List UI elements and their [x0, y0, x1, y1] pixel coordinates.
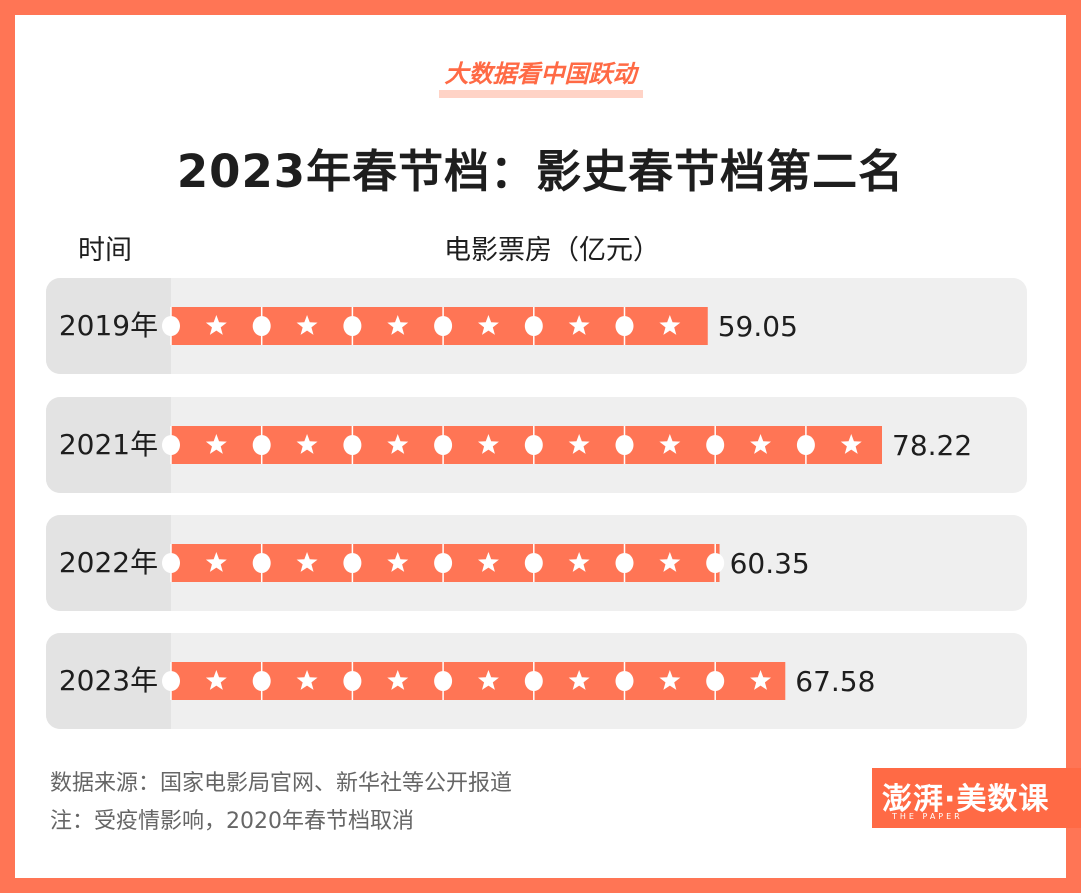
- star-mark: [477, 552, 499, 572]
- star-mark: [477, 315, 499, 335]
- logo-text: 澎湃·美数课: [882, 782, 1050, 817]
- chart-row: 2021年 78.22: [46, 397, 1027, 493]
- star-mark: [840, 434, 862, 454]
- star-mark: [205, 315, 227, 335]
- star-mark: [296, 434, 318, 454]
- star-mark: [387, 434, 409, 454]
- star-mark: [296, 315, 318, 335]
- column-header-time: 时间: [78, 235, 132, 266]
- column-header-box-office: 电影票房（亿元）: [444, 235, 660, 266]
- bar-svg: 59.05: [162, 307, 798, 345]
- star-mark: [387, 552, 409, 572]
- value-label: 60.35: [730, 547, 810, 580]
- source-note: 数据来源：国家电影局官网、新华社等公开报道: [50, 771, 513, 796]
- star-mark: [750, 670, 772, 690]
- star-mark: [296, 670, 318, 690]
- star-mark: [568, 552, 590, 572]
- star-mark: [568, 434, 590, 454]
- value-label: 59.05: [718, 310, 798, 343]
- star-mark: [296, 552, 318, 572]
- row-label-background: [46, 397, 171, 493]
- star-mark: [659, 434, 681, 454]
- star-mark: [387, 315, 409, 335]
- star-mark: [659, 552, 681, 572]
- chart-row: 2023年 67.58: [46, 633, 1027, 729]
- category-label: 2021年: [58, 428, 159, 461]
- bar-svg: 78.22: [162, 426, 972, 464]
- star-mark: [750, 434, 772, 454]
- brand-text: 大数据看中国跃动: [438, 60, 643, 98]
- star-mark: [568, 670, 590, 690]
- value-label: 78.22: [892, 429, 972, 462]
- star-mark: [659, 670, 681, 690]
- row-label-background: [46, 515, 171, 611]
- row-label-background: [46, 278, 171, 374]
- category-label: 2023年: [58, 664, 159, 697]
- bar: [171, 662, 786, 700]
- brand-tag: 大数据看中国跃动: [0, 60, 1081, 98]
- category-label: 2022年: [58, 546, 159, 579]
- category-label: 2019年: [58, 309, 159, 342]
- star-mark: [477, 434, 499, 454]
- chart-title: 2023年春节档：影史春节档第二名: [176, 145, 905, 198]
- chart-row: 2022年 60.35: [46, 515, 1027, 611]
- row-label-background: [46, 633, 171, 729]
- star-mark: [205, 670, 227, 690]
- star-mark: [205, 552, 227, 572]
- star-mark: [659, 315, 681, 335]
- bar-svg: 67.58: [162, 662, 875, 700]
- value-label: 67.58: [795, 665, 875, 698]
- star-mark: [568, 315, 590, 335]
- bar-svg: 60.35: [162, 544, 810, 582]
- logo-subtext: THE PAPER: [892, 812, 963, 821]
- star-mark: [387, 670, 409, 690]
- remark-note: 注：受疫情影响，2020年春节档取消: [50, 809, 414, 834]
- brand-logo: 澎湃·美数课 THE PAPER: [872, 768, 1081, 828]
- star-mark: [477, 670, 499, 690]
- star-mark: [205, 434, 227, 454]
- chart-row: 2019年 59.05: [46, 278, 1027, 374]
